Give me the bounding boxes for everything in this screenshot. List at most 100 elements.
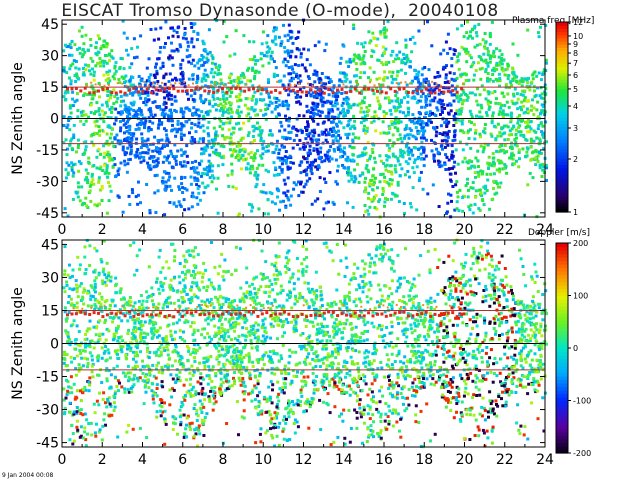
x-tick-label: 22 (496, 452, 514, 468)
colorbar-segment (556, 390, 568, 395)
x-tick-label: 12 (295, 222, 313, 238)
colorbar-segment (556, 50, 568, 55)
x-tick-label: 14 (335, 452, 353, 468)
x-tick-label: 10 (254, 222, 272, 238)
x-tick-label: 6 (178, 452, 187, 468)
colorbar-segment (556, 79, 568, 83)
colorbar-segment (556, 37, 568, 42)
colorbar-segment (556, 362, 568, 367)
colorbar-segment (556, 320, 568, 325)
y-tick-label: -15 (36, 370, 59, 386)
colorbar-segment (556, 101, 568, 105)
colorbar-segment (556, 98, 568, 102)
y-axis-label: NS Zenith angle (10, 62, 26, 174)
colorbar-segment (556, 41, 568, 45)
colorbar-segment (556, 22, 568, 26)
colorbar-segment (556, 202, 568, 207)
colorbar-tick-label: 7 (573, 59, 578, 68)
colorbar-segment (556, 180, 568, 185)
colorbar-segment (556, 327, 568, 332)
x-tick-label: 8 (219, 452, 228, 468)
y-tick-label: 45 (41, 17, 59, 33)
colorbar-segment (556, 271, 568, 276)
x-tick-label: 10 (254, 452, 272, 468)
colorbar-segment (556, 285, 568, 290)
colorbar-segment (556, 113, 568, 118)
colorbar-segment (556, 341, 568, 346)
colorbar-segment (556, 432, 568, 437)
echo-scatter (62, 238, 548, 449)
y-tick-label: 15 (41, 80, 59, 96)
colorbar-segment (556, 397, 568, 402)
colorbar-segment (556, 372, 568, 377)
colorbar-tick-label: 5 (573, 85, 578, 94)
y-tick-label: 15 (41, 303, 59, 319)
colorbar-segment (556, 82, 568, 86)
y-tick-label: 30 (41, 49, 59, 65)
colorbar-segment (556, 414, 568, 419)
plasma-freq-colorbar-title: Plasma freq [MHz] (512, 16, 595, 26)
x-tick-label: 4 (138, 222, 147, 238)
colorbar-segment (556, 193, 568, 197)
y-axis-label: NS Zenith angle (10, 287, 26, 399)
colorbar-segment (556, 264, 568, 269)
colorbar-tick-label: 3 (573, 124, 578, 133)
colorbar-segment (556, 302, 568, 307)
colorbar-segment (556, 281, 568, 286)
colorbar-segment (556, 260, 568, 265)
colorbar-segment (556, 446, 568, 451)
colorbar-segment (556, 337, 568, 342)
colorbar-tick-label: 2 (573, 155, 578, 164)
colorbar-segment (556, 348, 568, 353)
colorbar-tick-label: 12 (573, 18, 583, 27)
colorbar-segment (556, 28, 568, 33)
colorbar-segment (556, 243, 568, 248)
y-tick-label: 30 (41, 270, 59, 286)
y-tick-label: 0 (50, 337, 59, 353)
panel-bottom: 0 2 4 6 8 10 12 14 16 18 20 22 24-45-30-150153045NS … (10, 237, 591, 468)
colorbar-tick-label: 10 (573, 32, 583, 41)
y-tick-label: -45 (36, 436, 59, 452)
colorbar-segment (556, 309, 568, 314)
panel-top: 0 2 4 6 8 10 12 14 16 18 20 22 24-45-30-150153045NS … (10, 17, 583, 238)
colorbar-segment (556, 257, 568, 262)
colorbar-segment (556, 88, 568, 93)
colorbar-segment (556, 123, 568, 128)
colorbar-segment (556, 155, 568, 159)
x-tick-label: 8 (219, 222, 228, 238)
colorbar-tick-label: 200 (573, 239, 588, 248)
colorbar-segment (556, 151, 568, 156)
colorbar-segment (556, 129, 568, 134)
chart-title: EISCAT Tromso Dynasonde (O-mode), 200401… (61, 1, 499, 21)
x-tick-label: 2 (98, 452, 107, 468)
colorbar-segment (556, 63, 568, 67)
x-tick-label: 16 (375, 452, 393, 468)
colorbar-segment (556, 435, 568, 440)
colorbar-segment (556, 369, 568, 374)
x-tick-label: 24 (536, 452, 554, 468)
colorbar-segment (556, 25, 568, 29)
colorbar-segment (556, 316, 568, 321)
x-tick-label: 0 (58, 222, 67, 238)
colorbar-segment (556, 72, 568, 77)
colorbar-segment (556, 330, 568, 335)
colorbar-segment (556, 44, 568, 48)
colorbar-segment (556, 164, 568, 169)
echo-scatter (62, 18, 548, 219)
colorbar-segment (556, 196, 568, 200)
colorbar-tick-label: 6 (573, 71, 578, 80)
colorbar-segment (556, 379, 568, 384)
x-tick-label: 12 (295, 452, 313, 468)
colorbar-segment (556, 425, 568, 430)
y-tick-label: -30 (36, 403, 59, 419)
colorbar-tick-label: 100 (573, 292, 588, 301)
colorbar-tick-label: 8 (573, 49, 578, 58)
y-tick-label: 0 (50, 112, 59, 128)
colorbar-segment (556, 110, 568, 115)
x-tick-label: 14 (335, 222, 353, 238)
y-tick-label: -15 (36, 143, 59, 159)
x-tick-label: 20 (456, 222, 474, 238)
colorbar-segment (556, 47, 568, 52)
colorbar-segment (556, 107, 568, 112)
